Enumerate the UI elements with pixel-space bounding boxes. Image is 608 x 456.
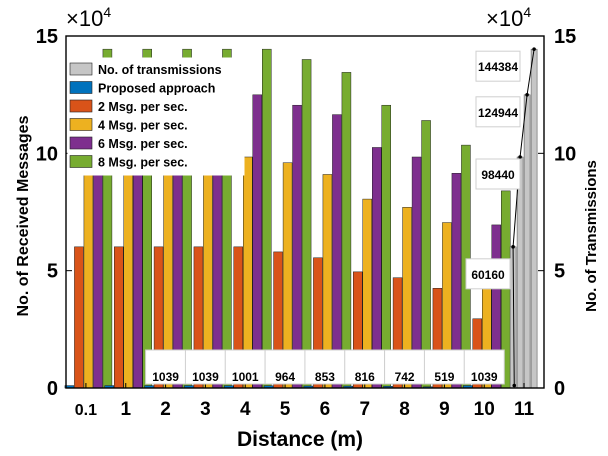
y-tick-label-right: 5 [554, 261, 565, 283]
data-label-proposed: 1039 [152, 370, 179, 384]
bar-8-msg-per-sec--8 [421, 120, 431, 389]
y-tick-label-right: 10 [554, 143, 576, 165]
bar-8-msg-per-sec--5 [301, 59, 312, 389]
legend-label: No. of transmissions [98, 63, 222, 77]
data-label-box [224, 349, 266, 385]
y-tick-label: 15 [36, 26, 58, 48]
data-label-box [344, 349, 386, 385]
legend-label: 6 Msg. per sec. [98, 137, 188, 151]
trend-point [511, 245, 515, 249]
callout-label: 144384 [478, 60, 518, 74]
data-labels-layer: 1039 1039 1001 964 853 816 742 519 1039 [145, 349, 505, 385]
right-callouts-layer: 144384 124944 98440 60160 [465, 50, 521, 290]
transmission-line-layer [511, 47, 536, 388]
data-label-proposed: 816 [355, 370, 375, 384]
x-axis-label: Distance (m) [237, 428, 363, 451]
bar-6-msg-per-sec--5 [292, 104, 302, 389]
legend-background [67, 57, 245, 176]
legend-label: 2 Msg. per sec. [98, 100, 188, 114]
data-label-proposed: 853 [315, 370, 335, 384]
x-tick-label: 9 [439, 399, 450, 420]
x-tick-label: 3 [200, 399, 211, 420]
x-tick-label: 8 [399, 399, 410, 420]
right-exponent-label: ×104 [486, 4, 531, 31]
y-axis-label: No. of Received Messages [15, 115, 32, 316]
x-tick-label: 2 [160, 399, 171, 420]
trend-point [518, 155, 522, 159]
bar-no-of-transmissions-11-3 [530, 48, 538, 389]
data-label-proposed: 1039 [471, 370, 498, 384]
data-label-proposed: 742 [395, 370, 415, 384]
y-tick-label-right: 0 [554, 378, 565, 400]
legend-label: 8 Msg. per sec. [98, 156, 188, 170]
x-tick-label: 4 [240, 399, 251, 420]
y-tick-label-right: 15 [554, 26, 576, 48]
x-tick-label: 6 [320, 399, 331, 420]
y-tick-label: 10 [36, 143, 58, 165]
bar-8-msg-per-sec--4 [262, 48, 272, 389]
bar-6-msg-per-sec--4 [252, 94, 262, 389]
bar-8-msg-per-sec--7 [381, 104, 391, 389]
data-label-proposed: 1039 [192, 370, 219, 384]
data-label-proposed: 1001 [232, 370, 259, 384]
data-label-box [463, 349, 505, 385]
data-label-proposed: 964 [275, 370, 295, 384]
x-tick-label: 0.1 [75, 402, 97, 419]
callout-box [475, 158, 521, 190]
bar-8-msg-per-sec--6 [341, 72, 352, 389]
x-tick-label: 7 [359, 399, 370, 420]
legend-swatch [69, 62, 93, 76]
callout-label: 124944 [478, 106, 518, 120]
bar-6-msg-per-sec--6 [332, 114, 342, 389]
y-tick-label: 0 [47, 378, 58, 400]
x-tick-label: 11 [514, 399, 535, 420]
data-label-box [304, 349, 346, 385]
data-label-box [184, 349, 226, 385]
x-tick-label: 5 [280, 399, 291, 420]
data-label-box [384, 349, 426, 385]
bar-2-msg-per-sec--0.1 [74, 246, 84, 389]
data-label-box [423, 349, 465, 385]
plot-frame [65, 35, 545, 389]
legend-label: 4 Msg. per sec. [98, 119, 188, 133]
legend-swatch [69, 81, 93, 94]
legend: No. of transmissions Proposed approach 2 M… [67, 57, 245, 176]
bar-no-of-transmissions-11-1 [516, 156, 524, 389]
trend-point [525, 92, 529, 97]
trend-point [512, 383, 517, 388]
data-label-proposed: 519 [434, 370, 454, 384]
x-tick-label: 1 [120, 399, 131, 420]
y-axis-label-right: No. of Transmissions [583, 160, 600, 312]
bar-2-msg-per-sec--1 [114, 246, 124, 389]
bar-4-msg-per-sec--1 [123, 156, 133, 389]
callout-label: 98440 [481, 168, 515, 182]
bar-no-of-transmissions-11-2 [523, 94, 531, 389]
callout-box [475, 50, 521, 82]
callout-label: 60160 [471, 268, 505, 282]
legend-swatch [69, 155, 93, 168]
y-tick-label: 5 [47, 261, 58, 283]
bar-4-msg-per-sec--0.1 [83, 156, 94, 389]
legend-swatch [69, 118, 93, 131]
trend-point [532, 47, 536, 51]
left-exponent-label: ×104 [66, 4, 111, 31]
x-tick-label: 10 [474, 399, 495, 420]
legend-swatch [69, 99, 93, 113]
legend-label: Proposed approach [98, 82, 215, 96]
callout-box [475, 96, 521, 128]
callout-box [465, 258, 511, 290]
legend-swatch [69, 136, 93, 150]
